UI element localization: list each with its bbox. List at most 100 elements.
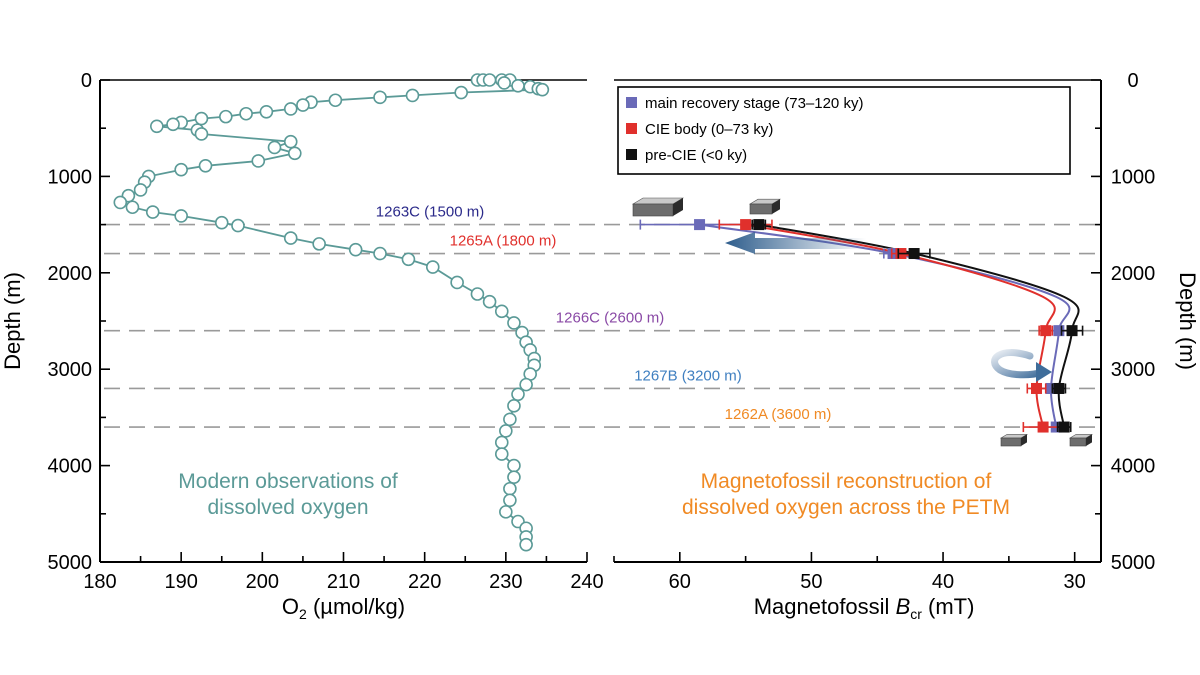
- right-caption-line: Magnetofossil reconstruction of: [701, 470, 992, 493]
- magnetosome-long-icon: [631, 197, 685, 217]
- left-x-tick-label: 220: [408, 571, 441, 593]
- right-y-tick-label: 4000: [1111, 456, 1156, 478]
- right-x-tick-label: 50: [800, 571, 822, 593]
- left-y-tick-label: 5000: [48, 552, 93, 574]
- magnetosome-small-icon: [1068, 434, 1094, 447]
- oxygen-data-point: [470, 287, 485, 301]
- oxygen-data-point: [166, 117, 180, 132]
- oxygen-data-point: [283, 231, 298, 245]
- left-x-axis-label: O2 (µmol/kg): [282, 594, 405, 622]
- oxygen-data-point: [239, 106, 253, 121]
- oxygen-data-point: [507, 458, 521, 473]
- right-y-tick-label: 2000: [1111, 263, 1156, 285]
- oxygen-data-point: [507, 316, 521, 330]
- oxygen-data-point: [125, 200, 140, 215]
- oxygen-data-point: [267, 140, 282, 155]
- oxygen-data-point: [519, 377, 533, 392]
- oxygen-data-point: [454, 85, 468, 100]
- oxygen-data-point: [511, 387, 525, 402]
- oxygen-data-point: [519, 537, 533, 552]
- oxygen-data-point: [259, 105, 274, 119]
- oxygen-data-point: [194, 127, 209, 141]
- oxygen-data-point: [214, 215, 229, 230]
- curved-arrow-head-icon: [1036, 362, 1052, 382]
- left-y-tick-label: 3000: [48, 359, 93, 381]
- site-label-2: 1266C (2600 m): [556, 310, 664, 327]
- site-label-1: 1265A (1800 m): [450, 233, 557, 250]
- right-x-tick-label: 30: [1064, 571, 1086, 593]
- oxygen-data-point: [287, 146, 302, 161]
- oxygen-data-point: [425, 260, 440, 274]
- right-y-tick-label: 1000: [1111, 166, 1156, 188]
- left-x-tick-label: 210: [327, 571, 360, 593]
- bcr-point-2-3: [1053, 382, 1065, 394]
- right-x-tick-label: 40: [932, 571, 954, 593]
- oxygen-data-point: [373, 90, 387, 105]
- left-x-tick-label: 240: [570, 571, 603, 593]
- oxygen-data-point: [405, 88, 420, 103]
- site-label-3: 1267B (3200 m): [634, 367, 742, 384]
- oxygen-data-point: [113, 195, 128, 210]
- legend-swatch-0: [626, 97, 637, 108]
- bcr-point-1-3: [1031, 382, 1043, 394]
- oxygen-data-point: [174, 209, 188, 223]
- bcr-point-0-2: [1053, 325, 1065, 337]
- oxygen-data-point: [450, 275, 464, 290]
- oxygen-data-point: [312, 237, 326, 251]
- left-x-tick-label: 190: [164, 571, 197, 593]
- oxygen-data-point: [328, 93, 343, 108]
- left-y-tick-label: 0: [81, 70, 92, 92]
- oxygen-data-point: [494, 435, 509, 450]
- oxygen-data-point: [535, 82, 550, 97]
- oxygen-data-point: [503, 481, 517, 496]
- site-label-0: 1263C (1500 m): [376, 204, 484, 221]
- right-y-tick-label: 0: [1127, 70, 1138, 92]
- oxygen-data-point: [494, 304, 509, 319]
- magnetosome-medium-icon: [748, 198, 782, 215]
- right-x-axis-label: Magnetofossil Bcr (mT): [754, 594, 975, 622]
- oxygen-data-point: [482, 294, 497, 309]
- right-caption-line: dissolved oxygen across the PETM: [682, 496, 1010, 519]
- oxygen-data-point: [174, 162, 188, 177]
- curved-arrow-icon: [991, 349, 1047, 379]
- left-caption-line: dissolved oxygen: [207, 496, 368, 519]
- left-x-tick-label: 230: [489, 571, 522, 593]
- oxygen-data-point: [499, 505, 513, 519]
- legend-swatch-1: [626, 123, 637, 134]
- left-y-tick-label: 4000: [48, 456, 93, 478]
- oxygen-data-point: [511, 78, 525, 93]
- right-y-tick-label: 3000: [1111, 359, 1156, 381]
- oxygen-data-point: [494, 447, 509, 461]
- oxygen-data-point: [283, 134, 298, 149]
- oxygen-data-point: [194, 111, 209, 126]
- left-y-axis-label: Depth (m): [0, 272, 25, 370]
- left-x-tick-label: 200: [246, 571, 279, 593]
- oxygen-data-point: [283, 102, 298, 116]
- oxygen-data-point: [145, 205, 160, 219]
- legend-box: [617, 86, 1071, 175]
- right-x-tick-label: 60: [669, 571, 691, 593]
- oxygen-data-point: [296, 98, 310, 112]
- left-y-tick-label: 2000: [48, 263, 93, 285]
- legend-label-2: pre-CIE (<0 ky): [645, 147, 747, 164]
- oxygen-data-point: [219, 109, 233, 124]
- oxygen-data-point: [133, 183, 148, 197]
- oxygen-data-point: [251, 154, 266, 168]
- bcr-point-2-0: [753, 219, 765, 231]
- oxygen-data-point: [507, 399, 521, 413]
- oxygen-data-point: [401, 252, 416, 267]
- bcr-point-1-0: [740, 219, 752, 231]
- legend-label-1: CIE body (0–73 ky): [645, 121, 773, 138]
- oxygen-data-point: [348, 242, 363, 257]
- oxygen-data-point: [499, 424, 513, 438]
- bcr-point-0-3: [1045, 382, 1057, 394]
- right-axes: 0 1000 2000 3000 4000 5000 60 50 40 30 Depth (m) Ma…: [613, 70, 1200, 622]
- left-caption-line: Modern observations of: [178, 470, 398, 493]
- oxygen-data-point: [503, 412, 517, 427]
- oxygen-data-point: [150, 119, 164, 134]
- legend: main recovery stage (73–120 ky) CIE body …: [617, 86, 1071, 175]
- legend-label-0: main recovery stage (73–120 ky): [645, 95, 863, 112]
- bcr-point-2-1: [908, 248, 920, 260]
